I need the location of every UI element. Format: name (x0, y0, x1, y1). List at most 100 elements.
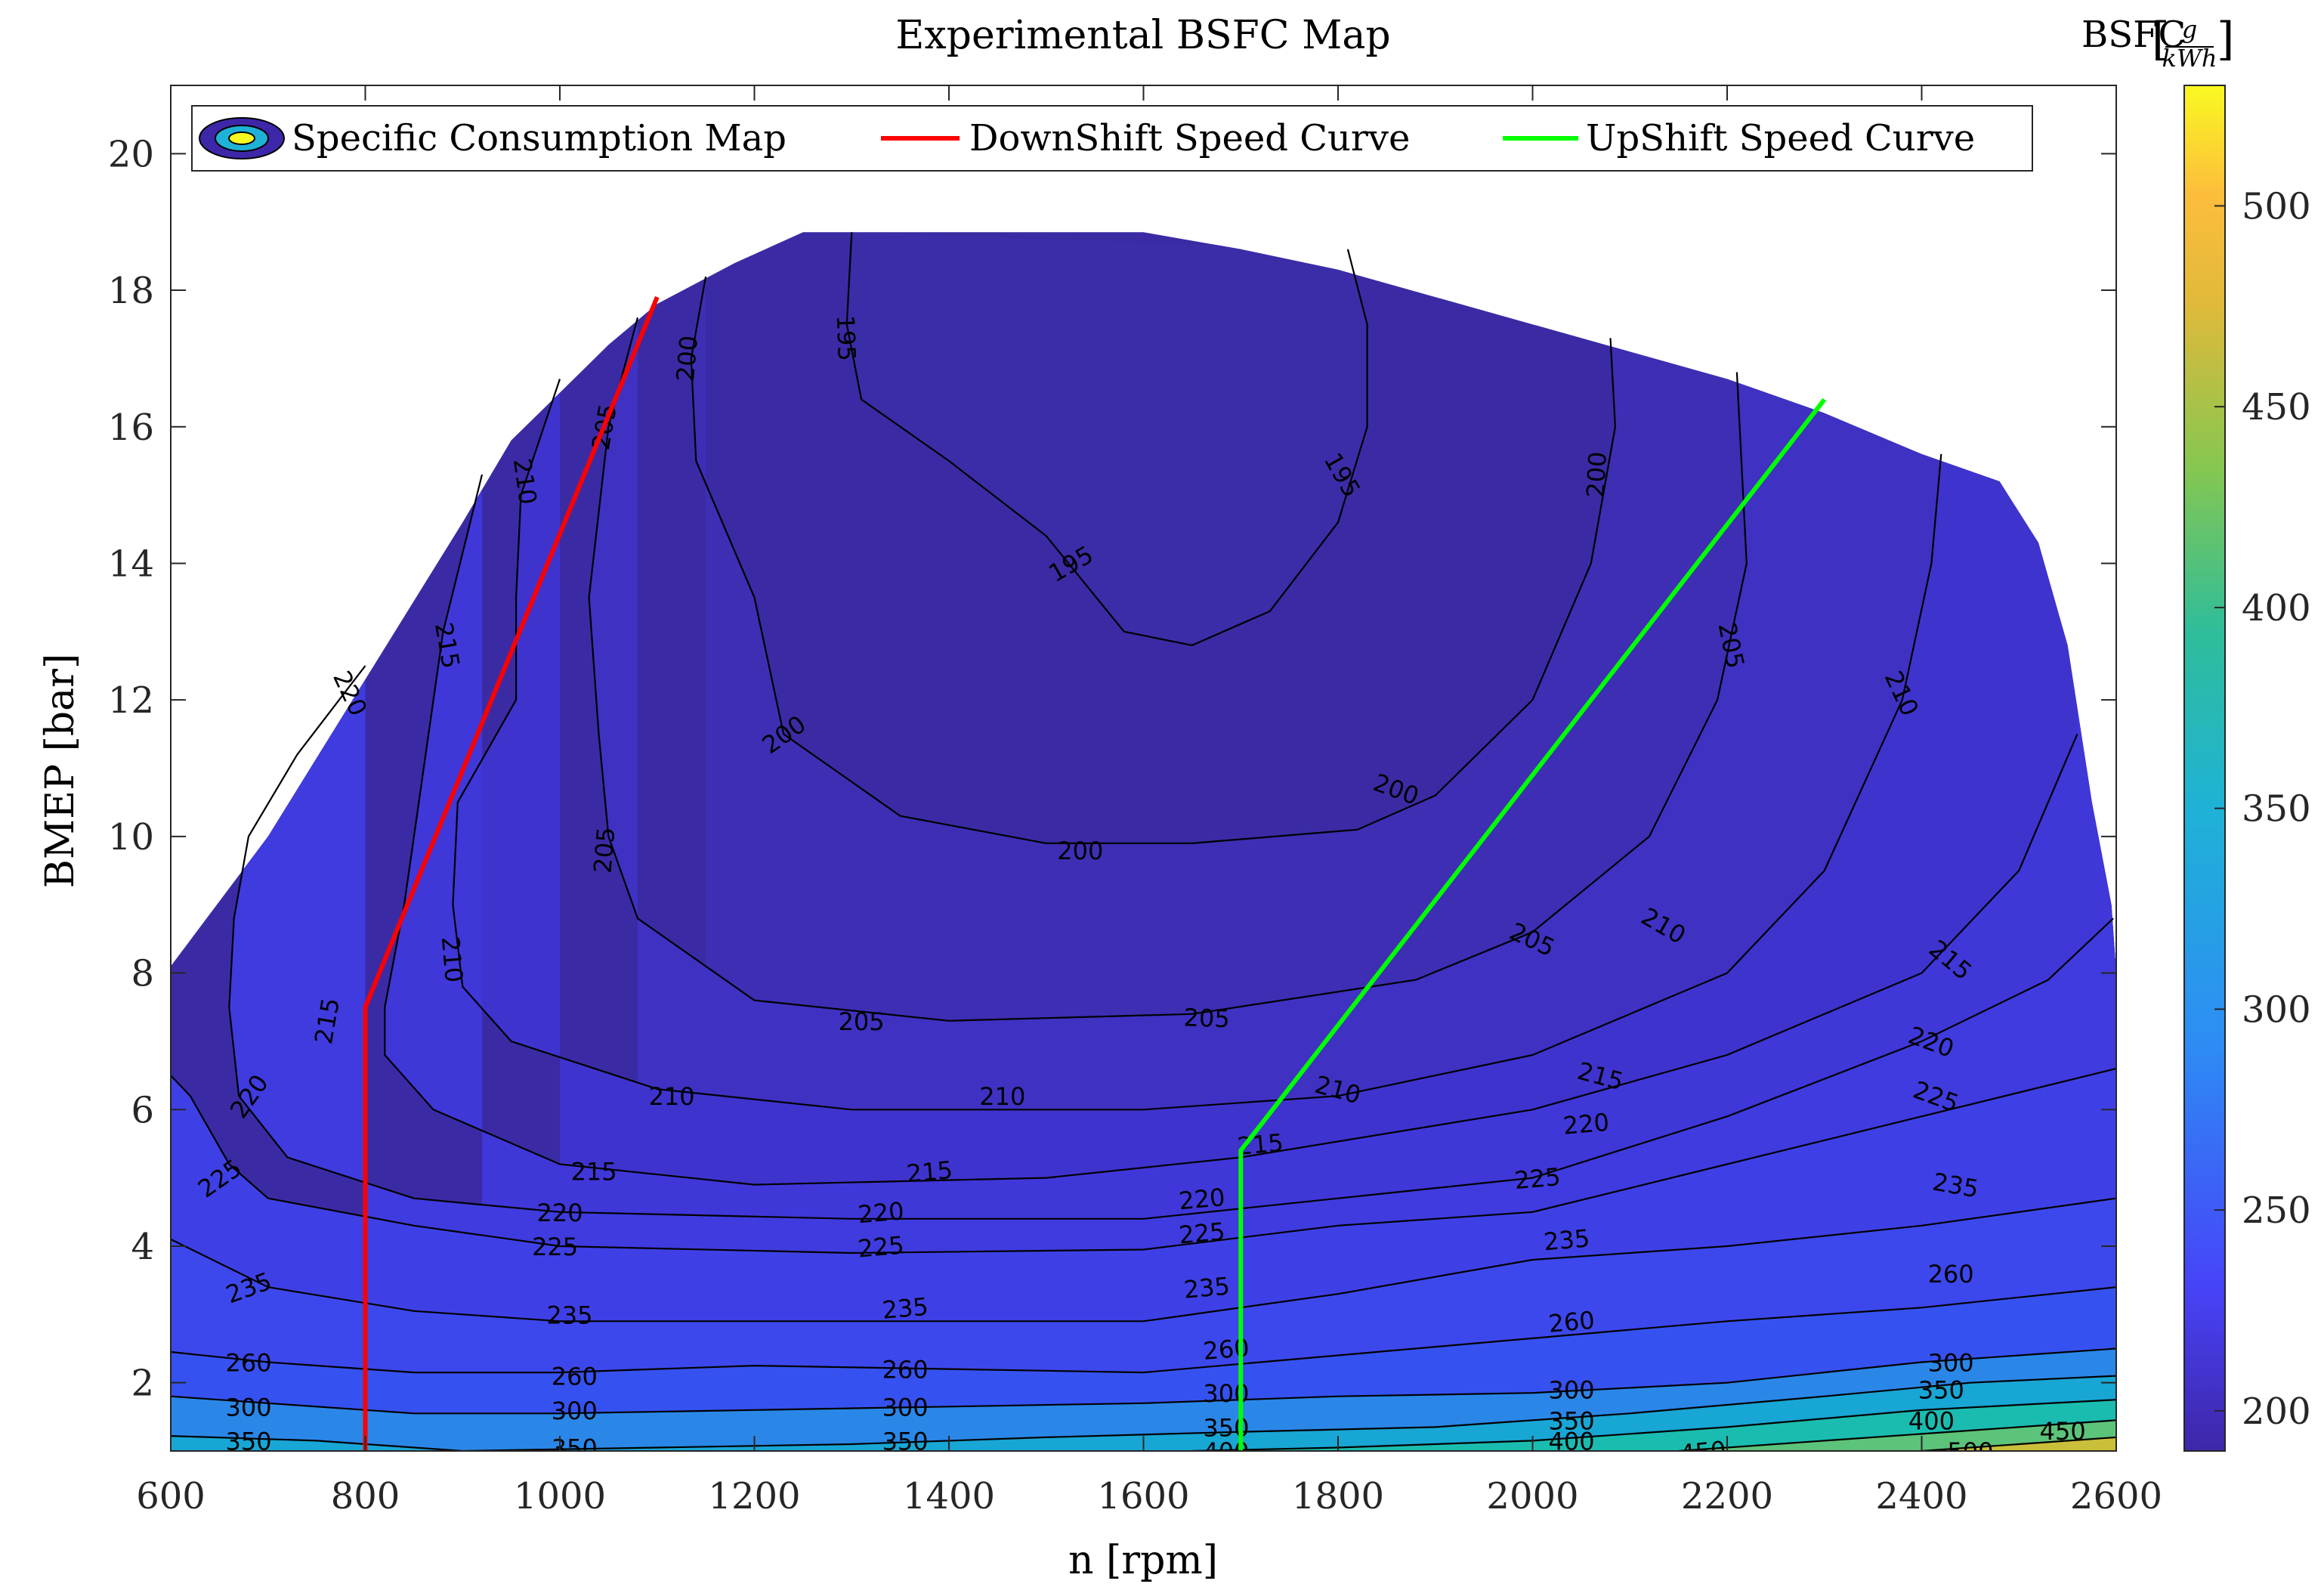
x-tick-label: 1600 (1097, 1475, 1189, 1517)
contour-label-text: 400 (1908, 1406, 1955, 1435)
x-tick-label: 800 (331, 1475, 400, 1517)
band-350 (171, 1375, 2116, 1451)
contour-label-text: 220 (857, 1196, 905, 1229)
colorbar-unit-bracket-left: [ (2152, 13, 2169, 66)
contour-label: 210 (436, 936, 468, 984)
contour-label-text: 300 (1548, 1376, 1594, 1405)
contour-label: 205 (1183, 1003, 1230, 1033)
colorbar-tick-label: 350 (2242, 788, 2311, 831)
contour-label-text: 205 (839, 1007, 885, 1036)
contour-line-200 (690, 276, 1616, 844)
colorbar-tick-label: 200 (2242, 1391, 2311, 1433)
contour-label: 260 (1928, 1260, 1974, 1288)
x-tick-label: 2600 (2070, 1475, 2162, 1517)
contour-label-text: 450 (1679, 1435, 1727, 1468)
contour-label-text: 225 (1513, 1162, 1562, 1195)
contour-line-205 (588, 317, 1748, 1022)
x-tick-label: 2200 (1681, 1475, 1773, 1517)
contour-label-text: 200 (1057, 837, 1103, 865)
contour-label-text: 205 (588, 826, 620, 874)
colorbar-tick-label: 450 (2242, 386, 2311, 428)
contour-label: 350 (882, 1427, 929, 1456)
x-axis-label: n [rpm] (1068, 1538, 1218, 1583)
band-215 (171, 232, 2116, 1451)
band-195 (846, 232, 1368, 645)
contour-label-text: 195 (831, 314, 861, 361)
x-tick-label: 1200 (708, 1475, 800, 1517)
legend: Specific Consumption Map DownShift Speed… (191, 105, 2033, 172)
contour-label-text: 235 (1182, 1272, 1231, 1304)
contour-label: 400 (1908, 1406, 1955, 1435)
contour-label: 220 (1178, 1183, 1226, 1215)
contour-line-210 (452, 379, 1942, 1111)
contour-label-text: 220 (1562, 1108, 1610, 1140)
contour-label: 210 (979, 1082, 1025, 1111)
contour-label: 225 (532, 1233, 578, 1261)
contour-label-text: 300 (225, 1393, 271, 1421)
contour-line-215 (384, 474, 2078, 1186)
contour-label: 235 (546, 1301, 592, 1329)
x-tick-label: 1400 (903, 1475, 995, 1517)
contour-label-text: 225 (1178, 1217, 1226, 1249)
contour-label-text: 300 (552, 1397, 598, 1425)
contour-label-text: 500 (1947, 1437, 1993, 1466)
contour-label: 260 (1547, 1306, 1596, 1338)
contour-label: 220 (1562, 1108, 1610, 1140)
legend-label-downshift: DownShift Speed Curve (969, 117, 1410, 159)
contour-label: 200 (1581, 451, 1612, 499)
y-tick-label: 10 (108, 816, 154, 858)
contour-label-text: 400 (1548, 1427, 1594, 1456)
contour-label: 260 (1202, 1333, 1250, 1366)
contour-label: 350 (1548, 1406, 1594, 1435)
contour-label: 400 (1548, 1427, 1594, 1456)
contour-line-220 (228, 665, 2114, 1220)
contour-label: 450 (1679, 1435, 1727, 1468)
contour-label: 260 (225, 1349, 271, 1378)
y-tick-label: 8 (131, 953, 154, 995)
chart-title: Experimental BSFC Map (895, 13, 1390, 58)
contour-label-text: 400 (1203, 1437, 1249, 1466)
colorbar-ticks: 200 250 300 350 400 450 500 (2214, 185, 2311, 1433)
colorbar: 200 250 300 350 400 450 500 BSFC g kWh [ ] (2081, 13, 2311, 1452)
curve-downshift-speed-curve (363, 295, 660, 1451)
contour-label-text: 215 (571, 1158, 617, 1186)
contour-label: 300 (225, 1393, 271, 1421)
contour-label-text: 215 (905, 1155, 953, 1188)
contour-label-text: 260 (1928, 1260, 1974, 1288)
x-tick-label: 2400 (1875, 1475, 1967, 1517)
contour-label-text: 225 (857, 1230, 905, 1263)
contour-label-text: 220 (1178, 1183, 1226, 1215)
shift-curves (363, 295, 1827, 1451)
contour-label-text: 350 (882, 1427, 929, 1456)
contour-label: 450 (2040, 1417, 2086, 1446)
y-tick-label: 18 (108, 270, 154, 312)
y-tick-label: 14 (108, 543, 154, 585)
y-axis: 2 4 6 8 10 12 14 16 18 20 (108, 133, 2116, 1405)
contour-label: 225 (857, 1230, 905, 1263)
contour-label: 260 (552, 1363, 598, 1391)
contour-line-500 (1921, 1436, 2116, 1451)
colorbar-unit-numerator: g (2182, 15, 2197, 44)
contour-label: 220 (857, 1196, 905, 1229)
contour-label-text: 350 (225, 1427, 271, 1456)
contour-label-text: 210 (979, 1082, 1025, 1111)
contour-label-text: 350 (1548, 1406, 1594, 1435)
contour-label: 260 (882, 1356, 929, 1384)
contour-label: 300 (1928, 1349, 1974, 1378)
contour-label: 205 (588, 826, 620, 874)
contour-label: 235 (881, 1292, 929, 1325)
contour-label: 200 (1057, 837, 1103, 865)
contour-label-text: 225 (532, 1233, 578, 1261)
contour-label: 200 (671, 334, 703, 382)
contour-label: 225 (1178, 1217, 1226, 1249)
contour-line-235 (171, 1197, 2116, 1322)
contour-label-text: 235 (546, 1301, 592, 1329)
y-axis-label: BMEP [bar] (38, 654, 83, 889)
contour-label: 205 (839, 1007, 885, 1036)
contour-line-300 (171, 1347, 2116, 1415)
legend-label-contour: Specific Consumption Map (292, 117, 787, 159)
x-tick-label: 1800 (1292, 1475, 1384, 1517)
contour-label-text: 200 (671, 334, 703, 382)
